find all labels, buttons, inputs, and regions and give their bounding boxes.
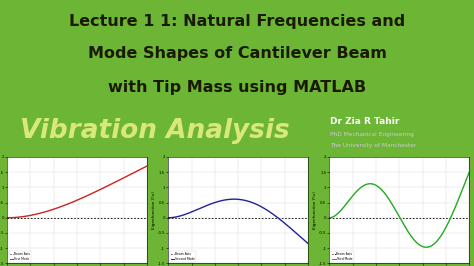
Text: The University of Manchester: The University of Manchester bbox=[330, 143, 416, 148]
Text: Vibration Analysis: Vibration Analysis bbox=[20, 118, 290, 144]
Text: with Tip Mass using MATLAB: with Tip Mass using MATLAB bbox=[108, 80, 366, 95]
Text: PhD Mechanical Engineering: PhD Mechanical Engineering bbox=[330, 132, 414, 138]
Legend: Beam Axis, Second Mode: Beam Axis, Second Mode bbox=[170, 251, 196, 262]
Legend: Beam Axis, Third Mode: Beam Axis, Third Mode bbox=[331, 251, 354, 262]
Y-axis label: Eigenfunction Y(x): Eigenfunction Y(x) bbox=[313, 191, 318, 229]
Y-axis label: Eigenfunction Y(x): Eigenfunction Y(x) bbox=[152, 191, 156, 229]
Legend: Beam Axis, First Mode: Beam Axis, First Mode bbox=[9, 251, 31, 262]
Text: Lecture 1 1: Natural Frequencies and: Lecture 1 1: Natural Frequencies and bbox=[69, 14, 405, 29]
Text: Dr Zia R Tahir: Dr Zia R Tahir bbox=[330, 117, 399, 126]
Text: Mode Shapes of Cantilever Beam: Mode Shapes of Cantilever Beam bbox=[88, 46, 386, 61]
